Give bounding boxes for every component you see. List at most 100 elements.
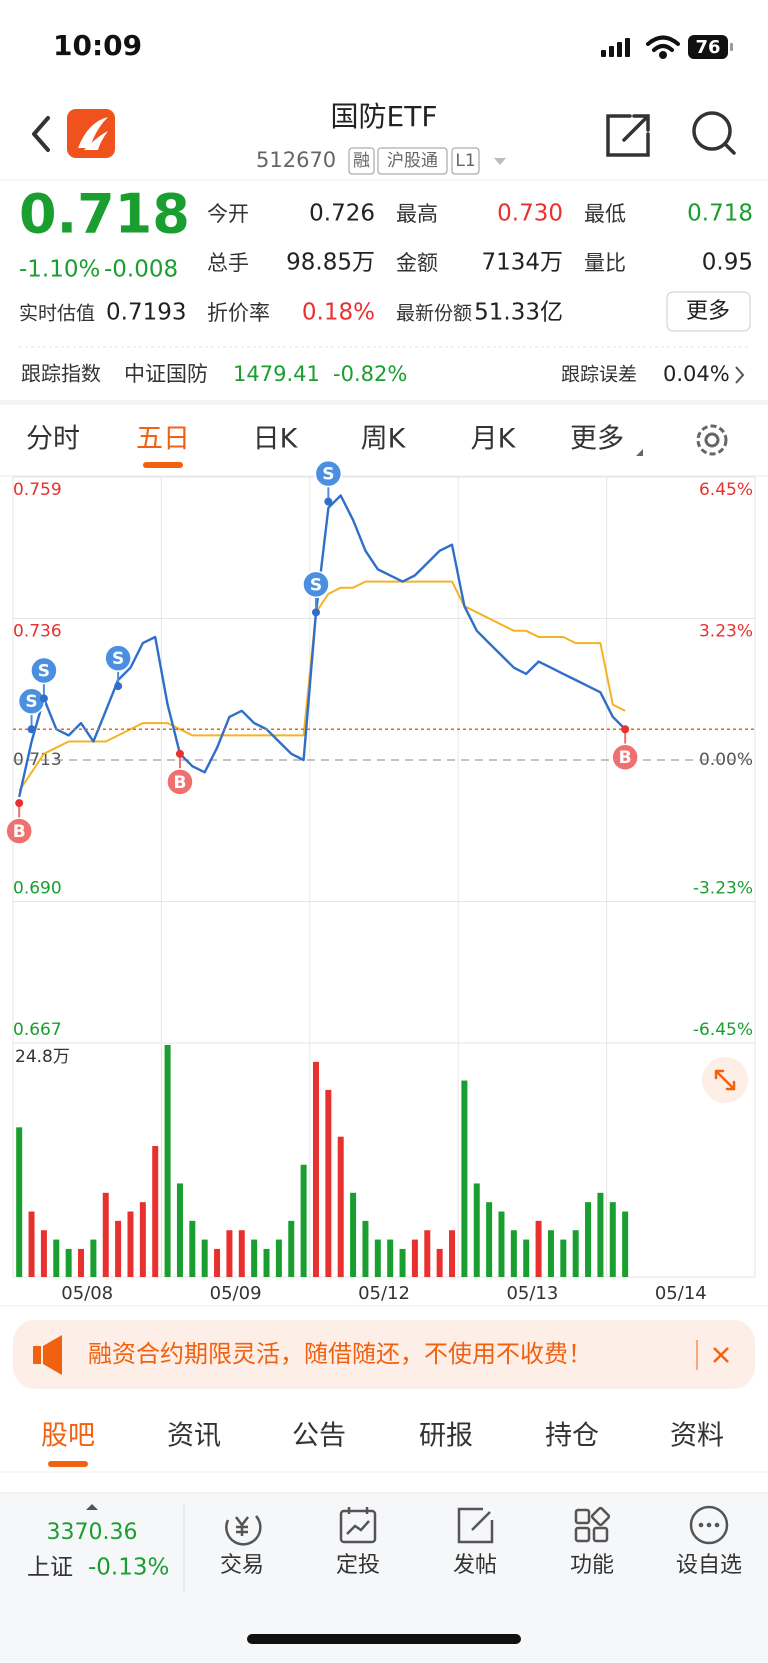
trade-badge[interactable] (104, 644, 132, 672)
tracking-error-label: 跟踪误差 (561, 364, 637, 386)
watchlist-icon (689, 1505, 729, 1545)
trade-point (621, 725, 630, 734)
banner-text[interactable]: 融资合约期限灵活，随借随还，不使用不收费！ (88, 1340, 592, 1368)
volume-bar (560, 1239, 567, 1277)
tab[interactable]: 周K (361, 424, 407, 455)
y-tick-label: 0.690 (13, 879, 62, 899)
more-label[interactable]: 更多 (686, 299, 730, 324)
volume-bar (337, 1136, 344, 1277)
tab[interactable]: 日K (253, 424, 299, 455)
back-button[interactable] (32, 116, 50, 152)
volume-bar (609, 1202, 616, 1277)
action-label[interactable]: 交易 (220, 1553, 264, 1578)
action-label[interactable]: 设自选 (676, 1553, 742, 1578)
close-button[interactable] (713, 1347, 729, 1363)
news-tab[interactable]: 资料 (670, 1421, 724, 1452)
tab[interactable]: 五日 (136, 424, 190, 455)
trade-badge[interactable] (30, 656, 58, 685)
trade-label[interactable]: S (25, 692, 37, 712)
trade-point (175, 749, 184, 758)
volume-bar (362, 1220, 369, 1277)
stat-label: 最高 (396, 202, 438, 226)
trade-label[interactable]: B (619, 748, 632, 768)
volume-bar (102, 1192, 109, 1277)
news-tab[interactable]: 股吧 (41, 1421, 95, 1452)
index-change[interactable]: -0.13% (88, 1555, 169, 1581)
tracking-change: -0.82% (333, 362, 407, 386)
index-name[interactable]: 上证 (27, 1555, 73, 1581)
volume-bar (263, 1248, 270, 1277)
trade-label[interactable]: S (38, 661, 50, 681)
index-value[interactable]: 3370.36 (47, 1520, 138, 1545)
y2-tick-label: -6.45% (693, 1020, 753, 1040)
home-indicator (247, 1634, 521, 1644)
trade-badge[interactable] (611, 743, 639, 771)
separator (0, 400, 768, 405)
tab[interactable]: 更多 (570, 424, 624, 455)
share-button[interactable] (606, 114, 650, 157)
tag: 沪股通 (387, 151, 438, 171)
tag-box (348, 147, 375, 175)
volume-bar (486, 1202, 493, 1277)
trade-badge[interactable] (314, 459, 343, 488)
dropdown-arrow[interactable] (494, 158, 506, 165)
trade-label[interactable]: B (13, 822, 26, 842)
volume-bar (300, 1164, 307, 1277)
tracking-value: 1479.41 (233, 362, 320, 386)
news-tab[interactable]: 持仓 (545, 1421, 599, 1452)
stat-value: 7134万 (481, 250, 563, 276)
x-tick-label: 05/08 (61, 1283, 113, 1304)
stat-label: 最新份额 (396, 303, 472, 325)
volume-bar (226, 1230, 233, 1277)
trade-point (311, 608, 320, 617)
news-tab[interactable]: 资讯 (167, 1421, 221, 1452)
volume-bar (461, 1080, 468, 1277)
volume-bar (473, 1183, 480, 1277)
trade-point (114, 682, 123, 691)
tab[interactable]: 月K (471, 424, 517, 455)
volume-bar (176, 1183, 183, 1277)
estimate: 0.7193 (106, 300, 186, 326)
volume-bar (115, 1220, 122, 1277)
chevron[interactable] (735, 366, 745, 384)
trade-point (324, 497, 333, 506)
trade-badge[interactable] (5, 817, 33, 845)
trade-label[interactable]: S (112, 649, 124, 669)
volume-bar (597, 1192, 604, 1277)
trade-point (39, 694, 48, 703)
action-label[interactable]: 功能 (570, 1553, 614, 1578)
trade-icon (225, 1515, 262, 1546)
title: 国防ETF (331, 100, 438, 133)
action-label[interactable]: 发帖 (453, 1553, 497, 1578)
chart: 0.7590.7360.7130.6900.6676.45%3.23%0.00%… (5, 459, 756, 1304)
trade-label[interactable]: S (310, 575, 322, 595)
app-logo (67, 109, 115, 158)
banner[interactable] (13, 1320, 755, 1389)
trade-label[interactable]: B (173, 773, 186, 793)
action-label[interactable]: 定投 (336, 1553, 380, 1578)
y-tick-label: 0.736 (13, 622, 62, 642)
more-button[interactable] (666, 291, 751, 332)
invest-icon (339, 1507, 377, 1544)
trade-label[interactable]: S (322, 465, 334, 485)
tag-box (451, 147, 480, 175)
trade-point (15, 799, 24, 808)
price-line (18, 494, 626, 798)
trade-badge[interactable] (302, 570, 330, 599)
settings-button[interactable] (696, 424, 728, 456)
expand-arrow[interactable] (86, 1504, 98, 1510)
search-button[interactable] (692, 111, 736, 155)
status-time: 10:09 (53, 29, 142, 62)
volume-max-label: 24.8万 (15, 1047, 70, 1067)
tab[interactable]: 分时 (26, 424, 80, 455)
volume-bar (622, 1211, 629, 1277)
stat-label: 金额 (396, 251, 438, 275)
expand-button[interactable] (702, 1057, 748, 1103)
trade-badge[interactable] (166, 768, 194, 796)
news-tab[interactable]: 研报 (419, 1421, 473, 1452)
news-tab[interactable]: 公告 (292, 1421, 346, 1452)
news-tabs: 股吧 资讯 公告 研报 持仓 资料 (41, 1421, 724, 1467)
y-tick-label: 0.759 (13, 480, 62, 500)
volume-bar (65, 1248, 72, 1277)
